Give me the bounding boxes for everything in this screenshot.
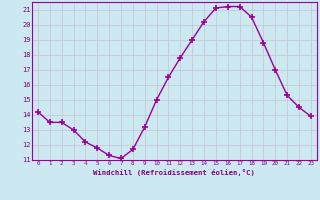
X-axis label: Windchill (Refroidissement éolien,°C): Windchill (Refroidissement éolien,°C) [93,169,255,176]
